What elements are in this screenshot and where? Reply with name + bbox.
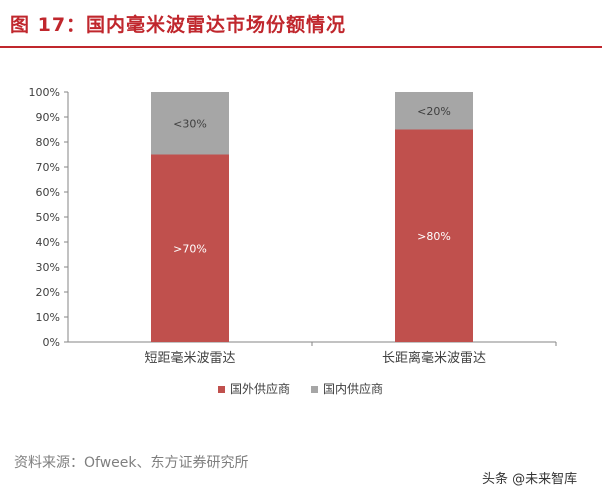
bar-segment-foreign — [395, 129, 473, 342]
watermark: 头条 @未来智库 — [482, 472, 578, 487]
y-tick-label: 20% — [36, 286, 60, 299]
y-tick-label: 40% — [36, 236, 60, 249]
legend-swatch — [311, 386, 318, 393]
y-tick-label: 70% — [36, 161, 60, 174]
y-tick-label: 30% — [36, 261, 60, 274]
y-tick-label: 90% — [36, 111, 60, 124]
data-label: <20% — [417, 105, 451, 118]
x-tick-label: 短距毫米波雷达 — [144, 350, 235, 366]
bar-segment-foreign — [151, 154, 229, 342]
bar-segment-domestic — [151, 92, 229, 155]
chart-bars — [151, 92, 473, 342]
data-label: >80% — [417, 230, 451, 243]
y-tick-label: 60% — [36, 186, 60, 199]
data-label: <30% — [173, 117, 207, 130]
figure-title: 图 17：国内毫米波雷达市场份额情况 — [10, 14, 347, 36]
data-label: >70% — [173, 242, 207, 255]
source-note: 资料来源：Ofweek、东方证券研究所 — [14, 455, 249, 471]
legend-label: 国内供应商 — [323, 381, 383, 396]
legend-label: 国外供应商 — [230, 381, 290, 396]
y-tick-label: 80% — [36, 136, 60, 149]
chart-axes: 0% 10% 20% 30% 40% 50% 60% 70% 80% 90% 100% 短距毫米波雷达… — [29, 86, 557, 366]
x-tick-label: 长距离毫米波雷达 — [382, 350, 486, 366]
stacked-bar-chart: 0% 10% 20% 30% 40% 50% 60% 70% 80% 90% 100% 短距毫米波雷达… — [29, 86, 557, 396]
y-tick-label: 100% — [29, 86, 60, 99]
legend-swatch — [218, 386, 225, 393]
chart-data-labels: >70% <30% >80% <20% — [173, 105, 451, 256]
title-divider — [0, 46, 602, 48]
y-tick-label: 0% — [43, 336, 60, 349]
chart-legend: 国外供应商 国内供应商 — [218, 381, 383, 396]
bar-segment-domestic — [395, 92, 473, 130]
y-tick-label: 50% — [36, 211, 60, 224]
y-tick-label: 10% — [36, 311, 60, 324]
